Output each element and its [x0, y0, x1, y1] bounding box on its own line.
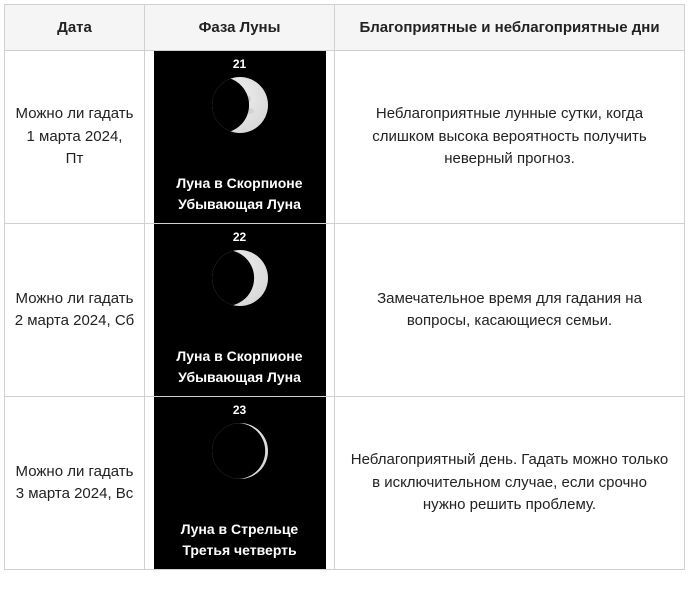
moon-phase-label: Убывающая Луна: [154, 196, 326, 213]
moon-phase-label: Убывающая Луна: [154, 369, 326, 386]
table-header-row: Дата Фаза Луны Благоприятные и неблагопр…: [5, 5, 685, 51]
moon-phase-cell: 22 Луна в Скорпионе Убывающая Луна: [145, 224, 335, 397]
description-cell: Неблагоприятный день. Гадать можно тольк…: [335, 397, 685, 570]
moon-box: 23 Луна в Стрельце Третья четверть: [154, 397, 326, 569]
moon-box: 21 Луна в Скорпионе Убывающая Луна: [154, 51, 326, 223]
lunar-day-number: 23: [154, 403, 326, 417]
moon-box: 22 Луна в Скорпионе Убывающая Луна: [154, 224, 326, 396]
moon-icon: [154, 73, 326, 137]
moon-icon: [154, 246, 326, 310]
moon-phase-label: Третья четверть: [154, 542, 326, 559]
date-cell: Можно ли гадать 3 марта 2024, Вс: [5, 397, 145, 570]
moon-icon: [154, 419, 326, 483]
date-cell: Можно ли гадать 1 марта 2024,Пт: [5, 51, 145, 224]
lunar-day-number: 21: [154, 57, 326, 71]
table-row: Можно ли гадать 2 марта 2024, Сб 22 Луна…: [5, 224, 685, 397]
moon-sign-label: Луна в Стрельце: [154, 521, 326, 538]
table-row: Можно ли гадать 1 марта 2024,Пт 21 Луна …: [5, 51, 685, 224]
lunar-table: Дата Фаза Луны Благоприятные и неблагопр…: [4, 4, 685, 570]
description-cell: Замечательное время для гадания на вопро…: [335, 224, 685, 397]
description-cell: Неблагоприятные лунные сутки, когда слиш…: [335, 51, 685, 224]
table-row: Можно ли гадать 3 марта 2024, Вс 23 Луна…: [5, 397, 685, 570]
lunar-day-number: 22: [154, 230, 326, 244]
header-desc: Благоприятные и неблагоприятные дни: [335, 5, 685, 51]
header-date: Дата: [5, 5, 145, 51]
header-phase: Фаза Луны: [145, 5, 335, 51]
moon-sign-label: Луна в Скорпионе: [154, 348, 326, 365]
moon-phase-cell: 23 Луна в Стрельце Третья четверть: [145, 397, 335, 570]
moon-phase-cell: 21 Луна в Скорпионе Убывающая Луна: [145, 51, 335, 224]
date-cell: Можно ли гадать 2 марта 2024, Сб: [5, 224, 145, 397]
moon-sign-label: Луна в Скорпионе: [154, 175, 326, 192]
